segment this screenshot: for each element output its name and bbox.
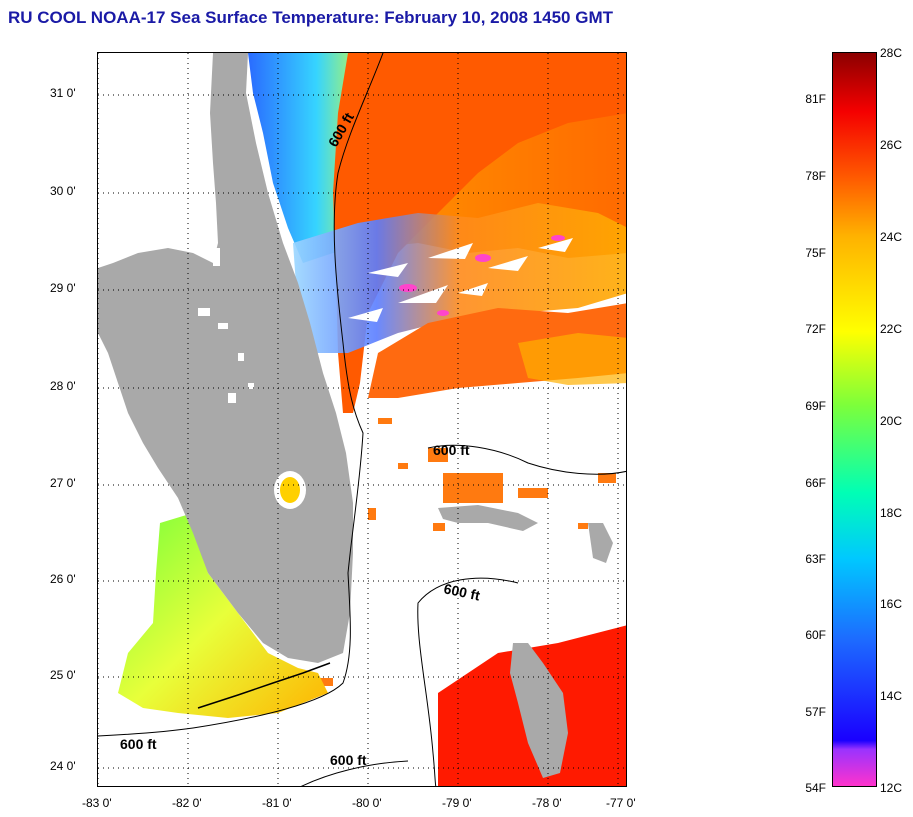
colorbar-c-22: 22C (880, 322, 903, 336)
colorbar-f-63: 63F (805, 552, 826, 566)
lon-label-79: -79 0' (442, 796, 472, 810)
land-bahamas-abaco (588, 523, 613, 563)
colorbar-c-16: 16C (880, 597, 903, 611)
colorbar-c-24: 24C (880, 230, 903, 244)
lat-label-24: 24 0' (50, 759, 76, 773)
lon-label-80: -80 0' (352, 796, 382, 810)
colorbar-c-28: 28C (880, 46, 903, 60)
isobath-label-tongue: 600 ft (442, 580, 481, 603)
isobath-label-keys: 600 ft (120, 736, 157, 752)
colorbar-f-72: 72F (805, 322, 826, 336)
lon-label-83: -83 0' (82, 796, 112, 810)
sst-map-canvas: 600 ft 600 ft 600 ft 600 ft 600 ft (98, 53, 626, 786)
lat-label-30: 30 0' (50, 184, 76, 198)
florida-keys (197, 662, 331, 709)
sst-field-gulfstream (333, 53, 626, 413)
lat-label-29: 29 0' (50, 281, 76, 295)
colorbar-c-14: 14C (880, 689, 903, 703)
lat-label-28: 28 0' (50, 379, 76, 393)
land-bahamas-grand (438, 505, 538, 531)
lat-label-25: 25 0' (50, 668, 76, 682)
isobath-600ft-main (98, 53, 384, 737)
inland-lakes (198, 168, 254, 403)
sst-field-southwest (118, 513, 328, 718)
colorbar-f-78: 78F (805, 169, 826, 183)
colorbar-f-57: 57F (805, 705, 826, 719)
sst-map: 600 ft 600 ft 600 ft 600 ft 600 ft (97, 52, 627, 787)
colorbar-c-12: 12C (880, 781, 903, 795)
colorbar-f-81: 81F (805, 92, 826, 106)
sst-field-east-light (518, 333, 626, 385)
colorbar-f-75: 75F (805, 246, 826, 260)
map-title: RU COOL NOAA-17 Sea Surface Temperature:… (8, 8, 613, 27)
isobath-label-bahamas: 600 ft (433, 442, 470, 458)
lake-okeechobee-sst (280, 477, 300, 503)
colorbar-f-54: 54F (805, 781, 826, 795)
lon-label-81: -81 0' (262, 796, 292, 810)
colorbar-f-60: 60F (805, 628, 826, 642)
colorbar-f-66: 66F (805, 476, 826, 490)
lon-label-78: -78 0' (532, 796, 562, 810)
lon-label-82: -82 0' (172, 796, 202, 810)
cold-patches (399, 235, 565, 316)
lon-label-77: -77 0' (606, 796, 636, 810)
land-florida (98, 53, 353, 663)
isobath-label-south: 600 ft (330, 752, 367, 768)
land-bahamas-andros (510, 643, 568, 778)
isobath-600ft-tongue (417, 577, 519, 786)
lat-label-27: 27 0' (50, 476, 76, 490)
temperature-colorbar (832, 52, 877, 787)
lat-label-31: 31 0' (50, 86, 76, 100)
colorbar-c-18: 18C (880, 506, 903, 520)
colorbar-c-20: 20C (880, 414, 903, 428)
grid-lines (98, 53, 626, 786)
lat-label-26: 26 0' (50, 572, 76, 586)
isobath-600ft-south (301, 760, 409, 786)
colorbar-c-26: 26C (880, 138, 903, 152)
isobath-600ft-bahamas (427, 444, 626, 475)
colorbar-f-69: 69F (805, 399, 826, 413)
